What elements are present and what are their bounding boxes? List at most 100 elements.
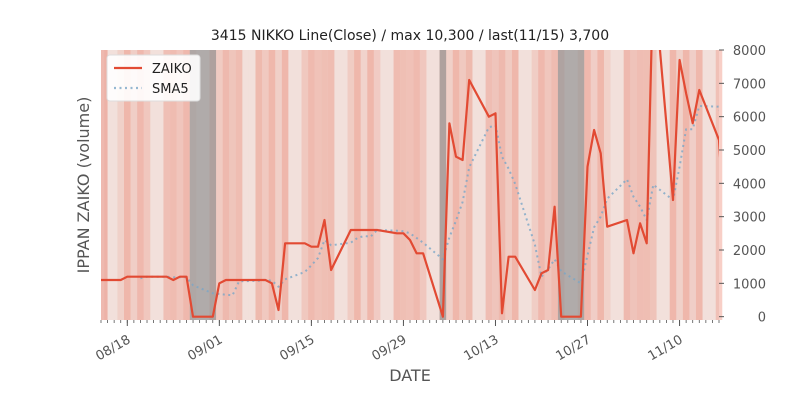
shade-column [386, 50, 394, 320]
x-axis: 08/18 09/01 09/15 09/29 10/13 10/27 11/10 [93, 320, 720, 364]
shade-column [551, 50, 558, 320]
shade-column [709, 50, 716, 320]
shade-column [281, 50, 289, 320]
shade-column [505, 50, 512, 320]
shade-column [643, 50, 650, 320]
shade-column [479, 50, 486, 320]
shade-column [446, 50, 453, 320]
shade-column [294, 50, 302, 320]
shade-column [117, 50, 125, 320]
shade-column [235, 50, 243, 320]
y-tick-label: 1000 [733, 277, 766, 292]
shade-column [393, 50, 401, 320]
shade-column [327, 50, 335, 320]
shade-column [485, 50, 493, 320]
y-tick-label: 5000 [733, 144, 766, 159]
shade-column [110, 50, 118, 320]
shade-column [216, 50, 223, 320]
shade-column [663, 50, 670, 320]
shade-column [124, 50, 131, 320]
shade-column [544, 50, 552, 320]
y-tick-label: 3000 [733, 211, 766, 226]
shade-column [636, 50, 644, 320]
shade-column [170, 50, 177, 320]
shade-column [465, 50, 473, 320]
shade-column [248, 50, 256, 320]
shade-column [373, 50, 381, 320]
shade-column [367, 50, 374, 320]
shade-column [649, 50, 657, 320]
y-tick-label: 7000 [733, 77, 766, 92]
shade-column [419, 50, 427, 320]
shade-column [656, 50, 664, 320]
shade-column [492, 50, 499, 320]
shade-column [321, 50, 328, 320]
shade-column [262, 50, 269, 320]
shade-column [682, 50, 690, 320]
shade-column [695, 50, 703, 320]
shade-column [156, 50, 164, 320]
shade-column [334, 50, 341, 320]
y-tick-label: 0 [758, 311, 766, 326]
shade-column [301, 50, 309, 320]
legend: ZAIKO SMA5 [106, 54, 201, 102]
legend-box [106, 54, 201, 102]
legend-label-zaiko: ZAIKO [152, 62, 192, 77]
shade-column [406, 50, 414, 320]
series-line-zaiko [101, 50, 719, 318]
shade-column [163, 50, 171, 320]
shade-column [426, 50, 434, 320]
shade-column [689, 50, 696, 320]
shade-column [143, 50, 151, 320]
shade-column [380, 50, 387, 320]
shade-column [590, 50, 598, 320]
shade-column [597, 50, 604, 320]
shade-column [452, 50, 460, 320]
shade-column [183, 50, 190, 320]
shade-column [137, 50, 144, 320]
y-tick-label: 8000 [733, 44, 766, 59]
y-axis: 0 1000 2000 3000 4000 5000 6000 7000 8000 [719, 44, 766, 326]
shade-column [511, 50, 519, 320]
holiday-band [557, 50, 585, 320]
shade-column [101, 50, 108, 320]
x-axis-label: DATE [389, 366, 431, 385]
shade-column [242, 50, 249, 320]
shade-column [702, 50, 710, 320]
x-tick-label: 11/10 [646, 332, 686, 364]
shade-column [623, 50, 631, 320]
x-tick-label: 09/01 [185, 332, 225, 364]
shade-column [176, 50, 184, 320]
shade-column [340, 50, 348, 320]
shade-column [400, 50, 407, 320]
shade-column [347, 50, 355, 320]
shade-column [498, 50, 506, 320]
y-tick-label: 6000 [733, 111, 766, 126]
y-tick-label: 2000 [733, 244, 766, 259]
shade-column [222, 50, 230, 320]
chart-title: 3415 NIKKO Line(Close) / max 10,300 / la… [211, 28, 609, 44]
shade-column [433, 50, 440, 320]
shade-column [150, 50, 157, 320]
shade-column [288, 50, 295, 320]
shade-column [459, 50, 466, 320]
shaded-bands [101, 50, 723, 320]
shade-column [268, 50, 276, 320]
shade-column [255, 50, 263, 320]
x-tick-label: 10/13 [462, 332, 502, 364]
shade-column [472, 50, 480, 320]
x-tick-label: 09/15 [277, 332, 317, 364]
y-axis-label: IPPAN ZAIKO (volume) [74, 97, 93, 274]
shade-column [229, 50, 236, 320]
shade-column [308, 50, 315, 320]
shade-column [354, 50, 361, 320]
x-tick-label: 08/18 [93, 332, 133, 364]
y-tick-label: 4000 [733, 177, 766, 192]
shade-column [610, 50, 618, 320]
shade-column [525, 50, 532, 320]
shade-column [676, 50, 683, 320]
shade-column [630, 50, 637, 320]
x-tick-label: 09/29 [369, 332, 409, 364]
series-layer [101, 50, 719, 318]
